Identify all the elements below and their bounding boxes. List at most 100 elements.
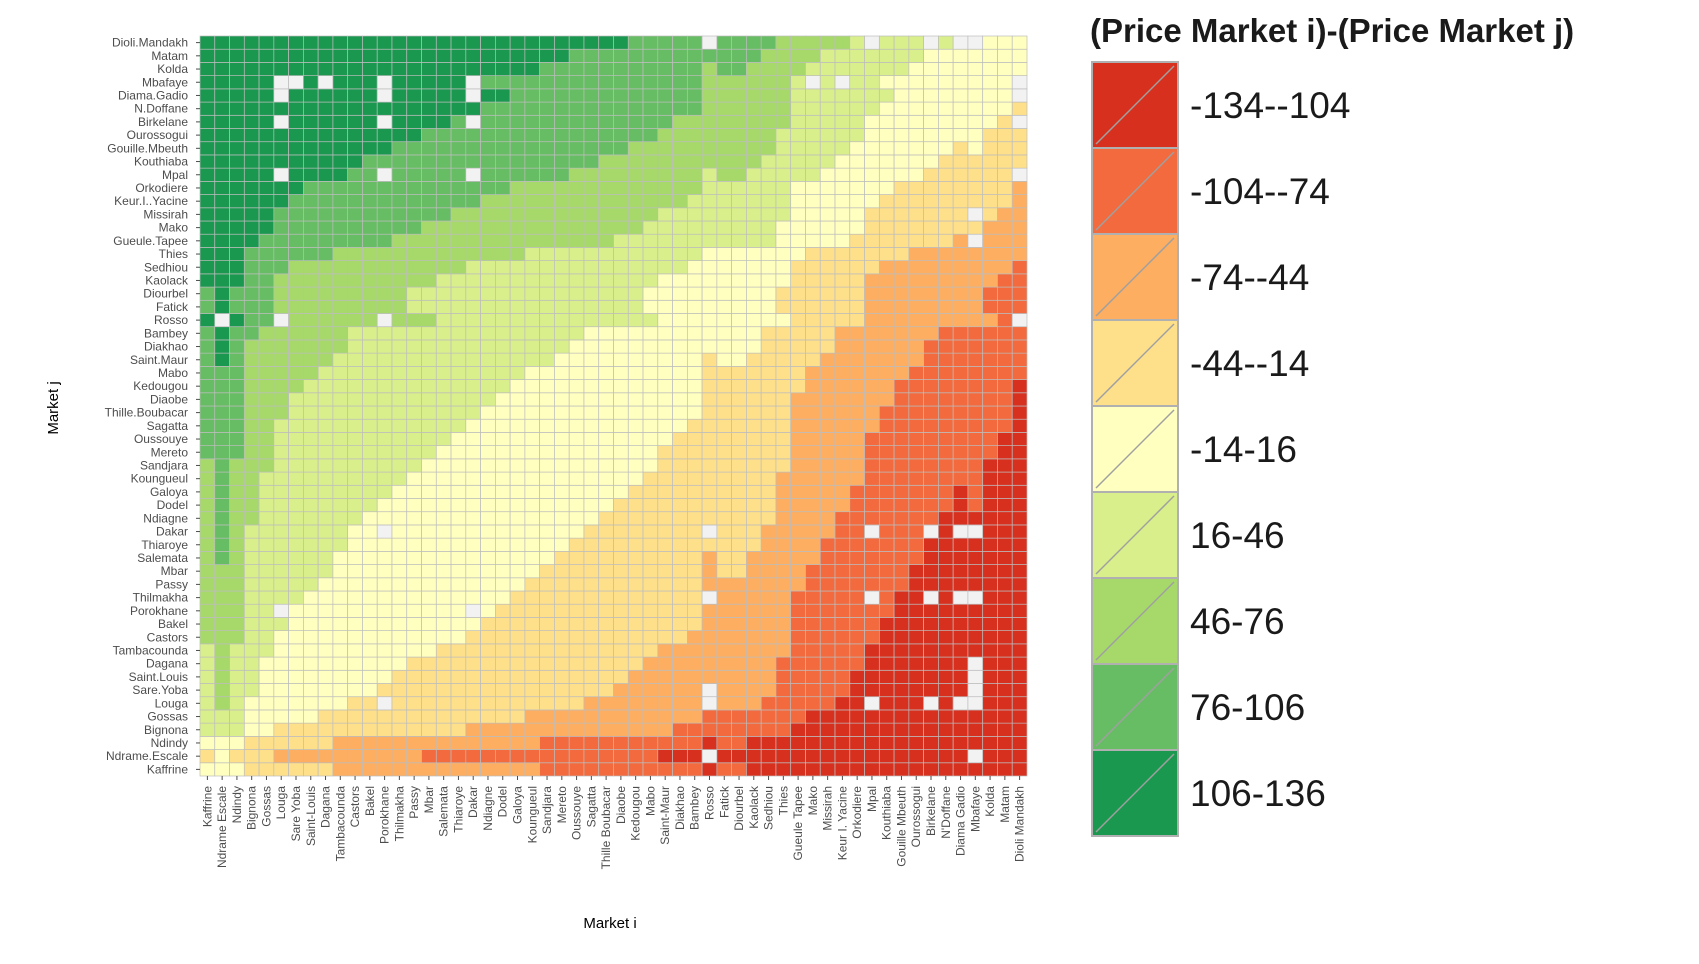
heatmap-cell: [746, 366, 762, 380]
heatmap-cell: [878, 339, 895, 354]
heatmap-cell: [258, 630, 275, 645]
heatmap-cell: [716, 458, 733, 473]
heatmap-cell: [701, 471, 718, 486]
heatmap-cell: [893, 273, 910, 288]
heatmap-cell: [273, 498, 289, 513]
heatmap-cell: [775, 590, 792, 605]
heatmap-cell: [495, 62, 511, 76]
heatmap-cell: [982, 286, 998, 301]
heatmap-cell: [598, 313, 614, 328]
heatmap-cell: [391, 48, 408, 63]
heatmap-cell: [642, 339, 659, 354]
heatmap-cell: [819, 339, 836, 354]
heatmap-cell: [539, 471, 555, 486]
heatmap-cell: [391, 736, 408, 750]
heatmap-cell: [243, 392, 260, 407]
heatmap-cell: [642, 114, 659, 129]
heatmap-cell: [376, 683, 393, 698]
heatmap-cell: [376, 603, 393, 618]
heatmap-cell: [746, 299, 762, 314]
heatmap-cell: [376, 181, 393, 195]
heatmap-cell: [465, 656, 481, 671]
heatmap-cell: [731, 207, 747, 222]
heatmap-cell: [288, 181, 304, 195]
heatmap-cell: [657, 128, 673, 143]
heatmap-cell: [258, 749, 275, 764]
heatmap-cell: [406, 551, 422, 565]
heatmap-cell: [923, 643, 939, 658]
heatmap-cell: [997, 696, 1013, 711]
heatmap-cell: [332, 643, 349, 658]
heatmap-cell: [480, 286, 496, 301]
heatmap-cell: [672, 458, 688, 473]
heatmap-cell: [509, 551, 526, 565]
heatmap-cell: [746, 669, 762, 684]
heatmap-cell: [376, 207, 393, 222]
heatmap-cell: [967, 339, 984, 354]
heatmap-cell: [1011, 722, 1028, 737]
heatmap-cell: [938, 339, 954, 354]
heatmap-cell: [243, 471, 260, 486]
heatmap-cell: [746, 709, 762, 724]
heatmap-cell: [819, 498, 836, 513]
heatmap-cell: [760, 564, 777, 579]
y-tick-label: Fatick: [156, 300, 189, 314]
heatmap-cell: [893, 537, 910, 552]
heatmap-cell: [435, 75, 452, 90]
heatmap-cell: [347, 445, 363, 460]
heatmap-cell: [539, 418, 555, 433]
heatmap-cell: [465, 299, 481, 314]
heatmap-cell: [258, 577, 275, 592]
heatmap-cell: [465, 590, 481, 605]
heatmap-cell: [509, 630, 526, 645]
heatmap-cell: [421, 405, 437, 420]
heatmap-cell: [450, 736, 467, 750]
heatmap-cell: [967, 273, 984, 288]
heatmap-cell: [406, 630, 422, 645]
heatmap-cell: [834, 524, 851, 539]
heatmap-cell: [627, 141, 644, 156]
heatmap-cell: [819, 656, 836, 671]
heatmap-cell: [332, 590, 349, 605]
heatmap-cell: [878, 220, 895, 235]
heatmap-cell: [790, 762, 806, 777]
heatmap-cell: [347, 260, 363, 275]
heatmap-cell: [598, 167, 614, 182]
heatmap-cell: [362, 326, 378, 341]
heatmap-cell: [657, 484, 673, 499]
heatmap-cell: [627, 194, 644, 209]
heatmap-cell: [657, 88, 673, 103]
heatmap-cell: [938, 445, 954, 460]
heatmap-cell: [273, 88, 289, 103]
heatmap-cell: [539, 379, 555, 394]
heatmap-cell: [746, 167, 762, 182]
heatmap-cell: [613, 683, 629, 698]
heatmap-cell: [775, 445, 792, 460]
heatmap-cell: [229, 352, 245, 367]
heatmap-cell: [465, 48, 481, 63]
heatmap-cell: [199, 630, 216, 645]
heatmap-cell: [701, 75, 718, 90]
heatmap-cell: [480, 101, 496, 116]
heatmap-cell: [288, 128, 304, 143]
heatmap-cell: [362, 709, 378, 724]
heatmap-cell: [982, 260, 998, 275]
heatmap-cell: [554, 418, 570, 433]
heatmap-cell: [613, 233, 629, 248]
heatmap-cell: [435, 128, 452, 143]
heatmap-cell: [878, 366, 895, 380]
heatmap-cell: [864, 220, 880, 235]
heatmap-cell: [273, 603, 289, 618]
y-tick-label: N.Doffane: [134, 102, 188, 116]
heatmap-cell: [406, 114, 422, 129]
heatmap-cell: [391, 35, 408, 50]
heatmap-cell: [583, 247, 600, 261]
heatmap-cell: [805, 194, 821, 209]
heatmap-cell: [199, 286, 216, 301]
heatmap-cell: [952, 128, 969, 143]
heatmap-cell: [450, 471, 467, 486]
heatmap-cell: [834, 722, 851, 737]
heatmap-cell: [317, 35, 334, 50]
heatmap-cell: [376, 471, 393, 486]
heatmap-cell: [790, 194, 806, 209]
